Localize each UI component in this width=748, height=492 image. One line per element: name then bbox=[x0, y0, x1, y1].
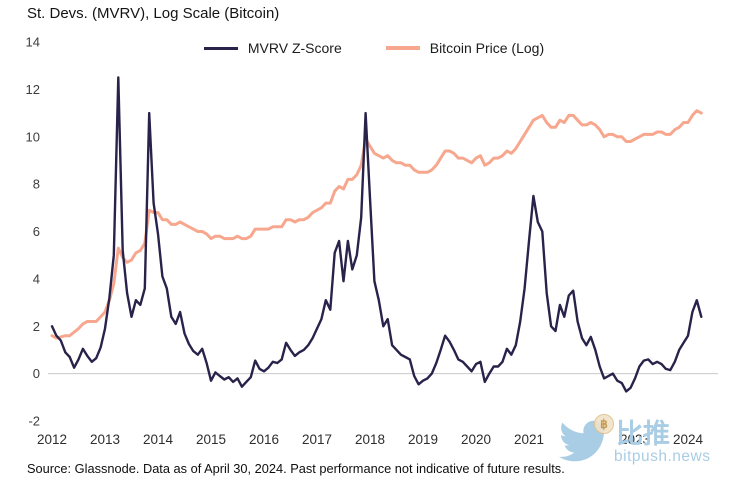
y-tick-label: 10 bbox=[26, 129, 40, 144]
watermark-name: 比推 bbox=[616, 419, 670, 449]
bitcoin-line-swatch bbox=[385, 46, 420, 50]
chart-legend: MVRV Z-Score Bitcoin Price (Log) bbox=[0, 40, 748, 56]
x-tick-label: 2015 bbox=[196, 432, 226, 447]
source-note: Source: Glassnode. Data as of April 30, … bbox=[27, 461, 565, 476]
bitpush-watermark: ฿ 比推 bitpush.news bbox=[556, 406, 748, 482]
y-tick-label: 4 bbox=[33, 271, 40, 286]
x-tick-label: 2020 bbox=[461, 432, 491, 447]
y-tick-label: 14 bbox=[26, 35, 40, 50]
x-tick-label: 2024 bbox=[673, 432, 704, 447]
mvrv-line-swatch bbox=[203, 46, 238, 50]
legend-item-bitcoin: Bitcoin Price (Log) bbox=[385, 40, 545, 56]
x-tick-label: 2013 bbox=[90, 432, 120, 447]
x-tick-label: 2014 bbox=[143, 432, 174, 447]
y-tick-label: 0 bbox=[33, 366, 40, 381]
watermark-domain: bitpush.news bbox=[614, 448, 711, 465]
legend-label-mvrv: MVRV Z-Score bbox=[247, 40, 342, 56]
y-tick-label: 12 bbox=[26, 82, 40, 97]
chart-title: St. Devs. (MVRV), Log Scale (Bitcoin) bbox=[27, 5, 280, 22]
x-tick-label: 2023 bbox=[620, 432, 650, 447]
x-tick-label: 2012 bbox=[37, 432, 67, 447]
series-bitcoin-price-log- bbox=[50, 109, 703, 340]
y-tick-label: 2 bbox=[33, 319, 40, 334]
legend-label-bitcoin: Bitcoin Price (Log) bbox=[429, 40, 545, 56]
y-tick-label: 6 bbox=[33, 224, 40, 239]
x-tick-label: 2021 bbox=[514, 432, 544, 447]
y-tick-label: -2 bbox=[28, 414, 40, 429]
x-tick-label: 2018 bbox=[355, 432, 385, 447]
x-tick-label: 2016 bbox=[249, 432, 279, 447]
bitcoin-coin-icon: ฿ bbox=[594, 414, 614, 434]
x-tick-label: 2019 bbox=[408, 432, 438, 447]
y-tick-label: 8 bbox=[33, 177, 40, 192]
x-tick-label: 2017 bbox=[302, 432, 332, 447]
legend-item-mvrv: MVRV Z-Score bbox=[203, 40, 342, 56]
series-mvrv-z-score bbox=[50, 76, 703, 393]
